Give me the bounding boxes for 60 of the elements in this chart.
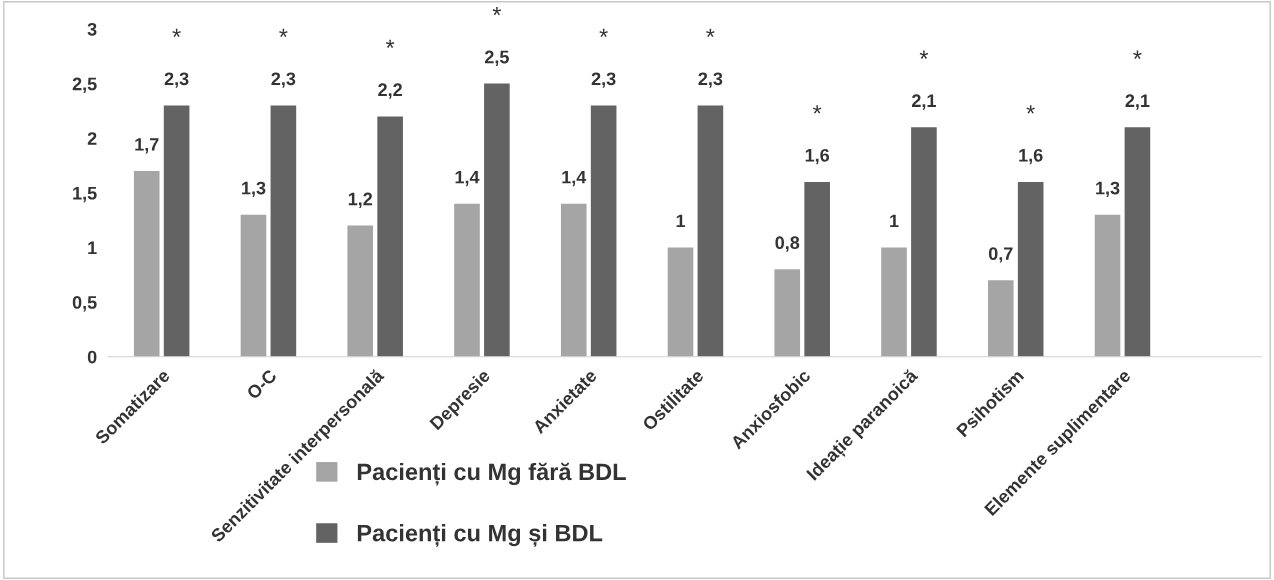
- data-label: 1,2: [348, 192, 373, 208]
- data-label: 2,3: [164, 72, 189, 88]
- annotation: *: [599, 28, 608, 38]
- bar: [881, 247, 907, 357]
- bar: [560, 203, 587, 357]
- data-label: 1,3: [1096, 181, 1120, 198]
- annotation: *: [812, 105, 822, 114]
- bar: [133, 171, 160, 357]
- y-tick-label: 1: [88, 241, 97, 255]
- data-label: 0,7: [988, 247, 1013, 263]
- data-label: 1,7: [135, 138, 159, 154]
- bar: [484, 83, 510, 357]
- data-label: 2,3: [591, 72, 616, 88]
- data-label: 2,3: [271, 72, 296, 88]
- annotation: *: [1133, 50, 1142, 59]
- bar: [804, 181, 830, 357]
- bar: [240, 214, 267, 357]
- bar: [667, 247, 694, 357]
- bar: [697, 105, 724, 357]
- annotation: *: [279, 28, 288, 38]
- data-label: 1: [676, 214, 686, 228]
- annotation: *: [706, 28, 715, 38]
- data-label: 2,1: [911, 94, 936, 110]
- x-tick-label: O-C: [245, 368, 278, 401]
- data-label: 1,3: [242, 181, 266, 198]
- data-label: 1,4: [562, 170, 587, 187]
- bar: [1124, 127, 1151, 357]
- data-label: 1: [890, 214, 899, 228]
- bar: [163, 105, 190, 357]
- bar: [270, 105, 297, 357]
- bar: [987, 280, 1014, 357]
- y-tick-label: 2,5: [72, 77, 97, 93]
- annotation: *: [1026, 105, 1035, 114]
- y-tick-label: 2: [87, 132, 97, 145]
- data-label: 1,6: [805, 148, 830, 165]
- legend-label: Pacienți cu Mg fără BDL: [357, 462, 626, 486]
- bar: [911, 127, 937, 357]
- data-label: 2,5: [484, 50, 509, 66]
- annotation: *: [492, 6, 502, 16]
- y-tick-label: 3: [87, 22, 97, 36]
- bar: [1094, 214, 1121, 357]
- bar: [1017, 181, 1044, 357]
- data-label: 1,6: [1019, 148, 1043, 165]
- data-label: 1,4: [455, 170, 480, 187]
- data-label: 2,1: [1125, 94, 1150, 110]
- y-tick-label: 0,5: [72, 296, 97, 312]
- legend-label: Pacienți cu Mg și BDL: [357, 524, 603, 547]
- bar: [347, 225, 374, 357]
- annotation: *: [172, 28, 181, 38]
- annotation: *: [385, 39, 395, 48]
- bar: [590, 105, 617, 357]
- bar: [774, 269, 801, 357]
- bar: [377, 116, 403, 357]
- bar: [454, 203, 480, 357]
- data-label: 2,3: [698, 72, 723, 88]
- data-label: 0,8: [775, 236, 800, 252]
- y-tick-label: 1,5: [73, 186, 97, 203]
- annotation: *: [919, 50, 929, 59]
- y-tick-label: 0: [87, 350, 97, 364]
- data-label: 2,2: [378, 83, 402, 99]
